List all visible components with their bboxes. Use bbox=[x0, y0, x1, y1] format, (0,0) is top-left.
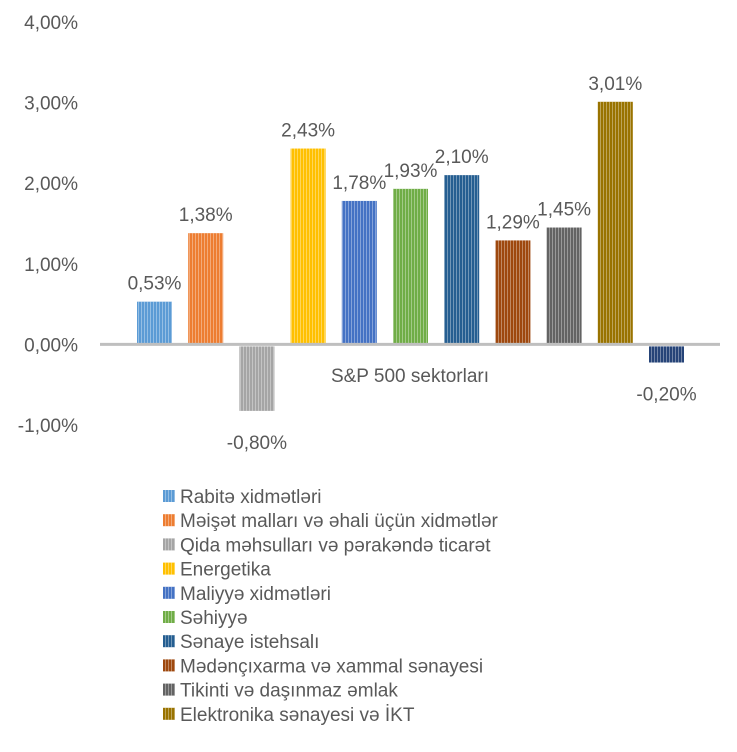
data-label: 1,29% bbox=[486, 212, 540, 233]
data-label: 2,43% bbox=[281, 121, 335, 142]
legend-item: Rabitə xidmətləri bbox=[163, 487, 322, 508]
legend-swatch-stripes bbox=[163, 659, 175, 672]
legend-label: Sənaye istehsalı bbox=[180, 632, 319, 653]
y-tick-label: 3,00% bbox=[24, 94, 78, 115]
bar-5 bbox=[341, 200, 377, 345]
legend-label: Elektronika sənayesi və İKT bbox=[180, 705, 415, 726]
y-tick-label: -1,00% bbox=[18, 416, 78, 437]
legend-swatch-stripes bbox=[163, 562, 175, 575]
bar-stripes bbox=[393, 188, 428, 345]
legend-item: Energetika bbox=[163, 560, 271, 581]
legend-swatch-stripes bbox=[163, 635, 175, 648]
legend-label: Rabitə xidmətləri bbox=[180, 487, 322, 508]
legend-swatch-stripes bbox=[163, 586, 175, 599]
data-label: 0,53% bbox=[128, 274, 182, 295]
bar-stripes bbox=[546, 227, 582, 345]
y-tick-label: 1,00% bbox=[24, 255, 78, 276]
legend-item: Sənaye istehsalı bbox=[163, 632, 319, 653]
legend-item: Məişət malları və əhali üçün xidmətlər bbox=[163, 511, 499, 532]
bar-stripes bbox=[239, 346, 275, 411]
legend-item: Mədənçıxarma və xammal sənayesi bbox=[163, 656, 483, 677]
data-label: 1,78% bbox=[332, 173, 386, 194]
bar-1 bbox=[137, 301, 172, 345]
legend-label: Energetika bbox=[180, 560, 271, 581]
legend-swatch-stripes bbox=[163, 707, 175, 720]
legend-item: Səhiyyə bbox=[163, 608, 248, 629]
legend-label: Maliyyə xidmətləri bbox=[180, 584, 331, 605]
data-label: 1,93% bbox=[384, 161, 438, 182]
y-axis-tick-labels: -1,00% 0,00% 1,00% 2,00% 3,00% 4,00% bbox=[18, 13, 78, 437]
legend-label: Səhiyyə bbox=[180, 608, 248, 629]
bar-2 bbox=[188, 233, 224, 345]
legend-item: Maliyyə xidmətləri bbox=[163, 584, 331, 605]
bar-11 bbox=[649, 346, 684, 363]
legend-item: Tikinti və daşınmaz əmlak bbox=[163, 681, 398, 702]
data-label: 3,01% bbox=[588, 74, 642, 95]
bar-3 bbox=[239, 346, 275, 411]
data-label: 1,45% bbox=[537, 200, 591, 221]
category-label: S&P 500 sektorları bbox=[331, 366, 489, 387]
y-tick-label: 4,00% bbox=[24, 13, 78, 34]
bar-stripes bbox=[495, 240, 531, 345]
bar-4 bbox=[290, 148, 326, 345]
legend-label: Tikinti və daşınmaz əmlak bbox=[180, 681, 398, 702]
bar-stripes bbox=[649, 346, 684, 363]
data-label: -0,20% bbox=[636, 385, 696, 406]
legend-label: Qida məhsulları və pərakəndə ticarət bbox=[180, 535, 491, 556]
y-tick-label: 0,00% bbox=[24, 335, 78, 356]
legend-label: Məişət malları və əhali üçün xidmətlər bbox=[180, 511, 499, 532]
bar-7 bbox=[444, 175, 480, 345]
bar-stripes bbox=[137, 301, 172, 345]
legend-swatch-stripes bbox=[163, 538, 175, 551]
y-tick-label: 2,00% bbox=[24, 174, 78, 195]
data-labels: 0,53% 1,38% -0,80% 2,43% 1,78%1,93%2,10% 1,29… bbox=[128, 74, 697, 454]
legend-swatch-stripes bbox=[163, 611, 175, 623]
data-label: 2,10% bbox=[435, 147, 489, 168]
bar-8 bbox=[495, 240, 531, 345]
bar-stripes bbox=[341, 200, 377, 345]
legend-swatch-stripes bbox=[163, 514, 175, 527]
legend-swatch-stripes bbox=[163, 490, 175, 502]
data-label: -0,80% bbox=[227, 433, 287, 454]
legend-label: Mədənçıxarma və xammal sənayesi bbox=[180, 656, 483, 677]
bars bbox=[137, 101, 684, 411]
bar-6 bbox=[393, 188, 428, 345]
legend-item: Elektronika sənayesi və İKT bbox=[163, 705, 415, 726]
legend: Rabitə xidmətləri Məişət malları və əhali… bbox=[163, 487, 499, 726]
bar-10 bbox=[597, 101, 633, 345]
bar-stripes bbox=[188, 233, 224, 345]
bar-stripes bbox=[444, 175, 480, 345]
bar-stripes bbox=[597, 101, 633, 345]
bar-stripes bbox=[290, 148, 326, 345]
bar-9 bbox=[546, 227, 582, 345]
data-label: 1,38% bbox=[179, 205, 233, 226]
legend-swatch-stripes bbox=[163, 683, 175, 696]
legend-item: Qida məhsulları və pərakəndə ticarət bbox=[163, 535, 491, 556]
